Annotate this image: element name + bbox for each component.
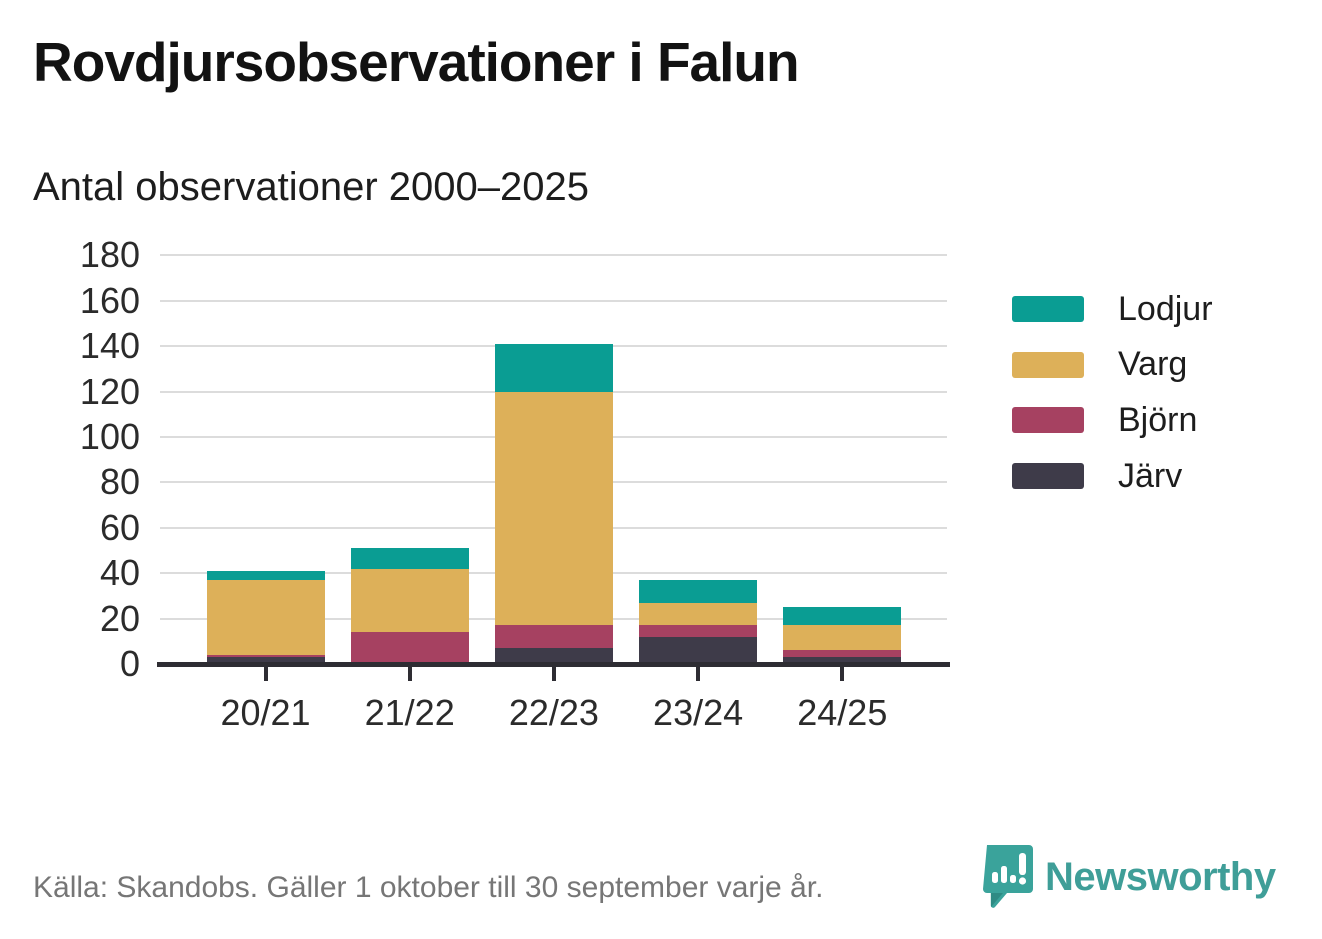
y-tick-label: 80	[99, 461, 140, 503]
bar-segment-järv-23-24	[639, 636, 758, 664]
y-tick-label: 180	[79, 234, 140, 276]
legend-item-järv: Järv	[1012, 457, 1182, 495]
page-title: Rovdjursobservationer i Falun	[33, 31, 800, 93]
bar-segment-varg-23-24	[639, 602, 758, 626]
legend-label: Björn	[1118, 400, 1198, 439]
x-axis-line	[157, 662, 950, 667]
bar-segment-varg-22-23	[494, 391, 613, 626]
legend-label: Varg	[1118, 345, 1188, 384]
x-tick-label: 24/25	[797, 692, 888, 733]
legend-swatch-järv	[1012, 463, 1084, 490]
x-tick	[263, 667, 268, 681]
legend-item-björn: Björn	[1012, 401, 1197, 439]
newsworthy-logo: Newsworthy	[983, 845, 1276, 909]
bar-segment-björn-22-23	[494, 625, 613, 649]
y-tick-label: 140	[79, 325, 140, 367]
x-tick	[696, 667, 701, 681]
legend-item-lodjur: Lodjur	[1012, 290, 1213, 328]
bar-segment-varg-21-22	[350, 568, 469, 633]
bar-segment-järv-24-25	[783, 657, 902, 664]
y-tick-label: 20	[99, 597, 140, 639]
legend-swatch-lodjur	[1012, 296, 1084, 322]
newsworthy-logo-icon	[983, 845, 1033, 908]
bar-segment-lodjur-23-24	[639, 580, 758, 603]
legend-label: Lodjur	[1118, 289, 1213, 328]
bar-segment-varg-20-21	[206, 580, 325, 655]
x-tick	[407, 667, 412, 681]
bar-segment-järv-20-21	[206, 657, 325, 664]
bar-segment-lodjur-22-23	[494, 343, 613, 392]
bar-segment-björn-24-25	[783, 650, 902, 658]
y-tick-label: 120	[79, 370, 140, 412]
bar-segment-lodjur-24-25	[783, 607, 902, 626]
chart-subtitle: Antal observationer 2000–2025	[33, 165, 589, 209]
bar-segment-järv-22-23	[494, 648, 613, 664]
x-tick	[840, 667, 845, 681]
legend-swatch-björn	[1012, 407, 1084, 434]
y-tick-label: 40	[99, 552, 140, 594]
legend-swatch-varg	[1012, 351, 1084, 378]
x-tick-label: 22/23	[508, 692, 599, 733]
legend-item-varg: Varg	[1012, 345, 1187, 383]
bar-segment-varg-24-25	[783, 625, 902, 651]
x-tick-label: 21/22	[364, 692, 455, 733]
x-tick	[551, 667, 556, 681]
y-tick-label: 100	[79, 416, 140, 457]
x-tick-label: 20/21	[220, 692, 311, 733]
y-tick-label: 60	[99, 506, 140, 548]
gridline-160	[160, 299, 947, 302]
source-note: Källa: Skandobs. Gäller 1 oktober till 3…	[33, 871, 824, 904]
bar-segment-björn-21-22	[350, 632, 469, 664]
legend-label: Järv	[1118, 456, 1183, 495]
bar-segment-lodjur-20-21	[206, 570, 325, 580]
y-tick-label: 0	[119, 643, 140, 684]
newsworthy-wordmark: Newsworthy	[1045, 854, 1276, 899]
bar-segment-lodjur-21-22	[350, 548, 469, 569]
y-tick-label: 160	[79, 279, 140, 321]
x-tick-label: 23/24	[653, 692, 744, 733]
gridline-180	[160, 254, 947, 257]
bar-segment-björn-20-21	[206, 654, 325, 658]
bar-segment-björn-23-24	[639, 625, 758, 637]
